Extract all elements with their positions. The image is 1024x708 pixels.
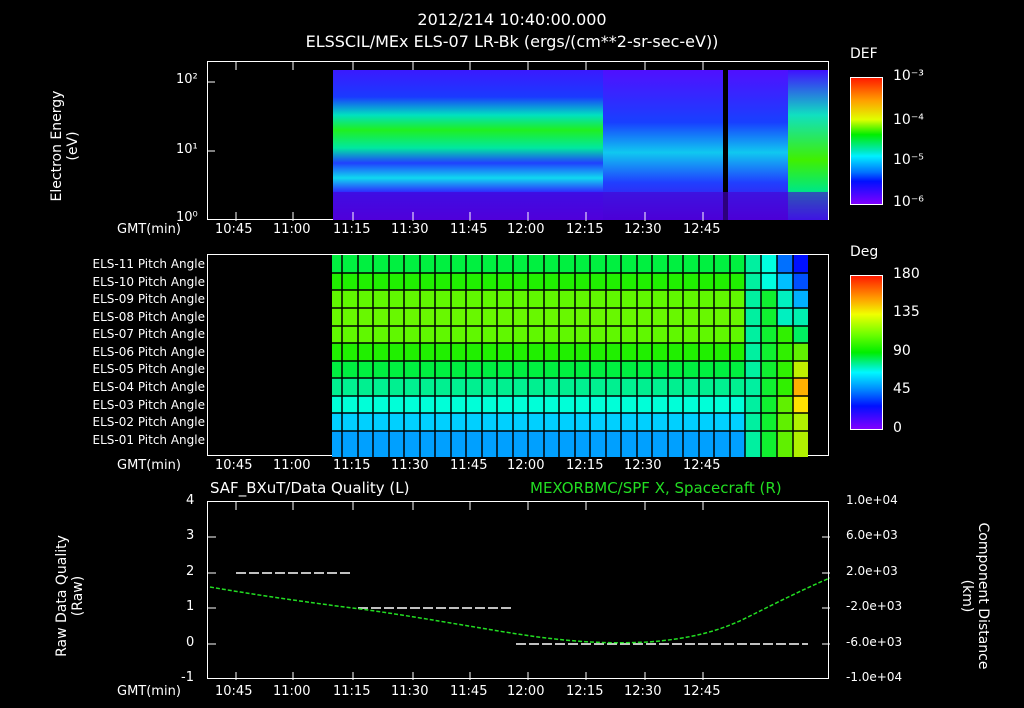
row-label: ELS-11 Pitch Angle bbox=[92, 257, 205, 271]
colorbar2-title: Deg bbox=[850, 244, 879, 260]
panel3-left-title: SAF_BXuT/Data Quality (L) bbox=[210, 479, 410, 497]
colorbar-def bbox=[850, 77, 883, 205]
panel1-xaxis-label: GMT(min) bbox=[117, 222, 181, 237]
right-ytick: 2.0e+03 bbox=[846, 564, 898, 578]
xtick: 11:00 bbox=[273, 684, 311, 699]
xtick: 12:00 bbox=[507, 458, 545, 473]
panel1-ylabel-line1: Electron Energy bbox=[49, 90, 65, 202]
right-ytick: -6.0e+03 bbox=[846, 635, 903, 649]
xtick: 12:15 bbox=[566, 222, 604, 237]
row-label: ELS-07 Pitch Angle bbox=[92, 327, 205, 341]
panel1-ylabel: Electron Energy (eV) bbox=[49, 61, 81, 231]
pitch-angle-panel[interactable] bbox=[207, 254, 829, 457]
xtick: 12:45 bbox=[683, 458, 721, 473]
panel3-left-ylabel-line1: Raw Data Quality bbox=[54, 535, 70, 657]
xtick: 11:45 bbox=[450, 684, 488, 699]
pitch-angle-grid bbox=[332, 255, 808, 457]
xtick: 12:15 bbox=[566, 458, 604, 473]
colorbar1-tick: 10⁻³ bbox=[893, 68, 924, 84]
colorbar2-tick: 180 bbox=[893, 266, 920, 282]
row-label: ELS-10 Pitch Angle bbox=[92, 275, 205, 289]
spf-x-series bbox=[209, 577, 830, 644]
colorbar2-tick: 135 bbox=[893, 304, 920, 320]
xtick: 10:45 bbox=[215, 458, 253, 473]
ytick-1e0: 10⁰ bbox=[176, 210, 198, 225]
colorbar2-tick: 0 bbox=[893, 420, 902, 436]
xtick: 11:30 bbox=[391, 222, 429, 237]
xtick: 11:00 bbox=[273, 222, 311, 237]
xtick: 10:45 bbox=[215, 684, 253, 699]
xtick: 12:30 bbox=[624, 684, 662, 699]
right-ytick: -1.0e+04 bbox=[846, 670, 903, 684]
colorbar2-tick: 45 bbox=[893, 381, 911, 397]
colorbar2-tick: 90 bbox=[893, 343, 911, 359]
plot-timestamp: 2012/214 10:40:00.000 bbox=[417, 10, 607, 29]
right-ytick: 1.0e+04 bbox=[846, 493, 898, 507]
panel3-right-ylabel: Component Distance (km) bbox=[959, 501, 991, 691]
right-ytick: -2.0e+03 bbox=[846, 599, 903, 613]
panel3-left-ylabel-line2: (Raw) bbox=[70, 575, 86, 617]
xtick: 11:15 bbox=[333, 222, 371, 237]
row-label: ELS-04 Pitch Angle bbox=[92, 380, 205, 394]
left-ytick: 4 bbox=[186, 493, 195, 508]
xtick: 11:15 bbox=[333, 684, 371, 699]
colorbar1-tick: 10⁻⁴ bbox=[893, 112, 924, 128]
panel3-right-ylabel-line1: Component Distance bbox=[975, 522, 991, 670]
spectrogram-plot bbox=[208, 62, 828, 221]
row-label: ELS-06 Pitch Angle bbox=[92, 345, 205, 359]
row-label: ELS-02 Pitch Angle bbox=[92, 415, 205, 429]
ytick-1e2: 10² bbox=[176, 72, 198, 87]
row-label: ELS-03 Pitch Angle bbox=[92, 398, 205, 412]
left-ytick: 2 bbox=[186, 564, 195, 579]
panel3-right-ylabel-line2: (km) bbox=[959, 579, 975, 613]
colorbar1-title: DEF bbox=[850, 46, 878, 62]
left-ytick: 0 bbox=[186, 635, 195, 650]
row-label: ELS-09 Pitch Angle bbox=[92, 292, 205, 306]
xtick: 11:30 bbox=[391, 684, 429, 699]
left-ytick: 1 bbox=[186, 599, 195, 614]
xtick: 11:30 bbox=[391, 458, 429, 473]
xtick: 12:30 bbox=[624, 222, 662, 237]
panel3-left-ylabel: Raw Data Quality (Raw) bbox=[54, 516, 86, 676]
xtick: 10:45 bbox=[215, 222, 253, 237]
spectrogram-panel[interactable] bbox=[207, 61, 829, 221]
panel3-xaxis-label: GMT(min) bbox=[117, 684, 181, 699]
xtick: 12:15 bbox=[566, 684, 604, 699]
quality-distance-plot bbox=[208, 502, 830, 680]
spectrogram-ticks bbox=[208, 62, 704, 221]
xtick: 12:45 bbox=[683, 222, 721, 237]
panel2-xaxis-label: GMT(min) bbox=[117, 458, 181, 473]
xtick: 11:45 bbox=[450, 458, 488, 473]
xtick: 12:45 bbox=[683, 684, 721, 699]
colorbar1-tick: 10⁻⁶ bbox=[893, 194, 924, 210]
xtick: 11:15 bbox=[333, 458, 371, 473]
left-ytick: 3 bbox=[186, 528, 195, 543]
left-ytick: -1 bbox=[181, 670, 194, 685]
ytick-1e1: 10¹ bbox=[176, 142, 198, 157]
row-label: ELS-01 Pitch Angle bbox=[92, 433, 205, 447]
xtick: 12:30 bbox=[624, 458, 662, 473]
data-quality-series bbox=[236, 572, 808, 645]
colorbar1-tick: 10⁻⁵ bbox=[893, 152, 924, 168]
colorbar-deg bbox=[850, 275, 883, 430]
xtick: 12:00 bbox=[507, 222, 545, 237]
plot-title: ELSSCIL/MEx ELS-07 LR-Bk (ergs/(cm**2-sr… bbox=[305, 32, 719, 51]
quality-distance-panel[interactable] bbox=[207, 501, 830, 680]
row-label: ELS-05 Pitch Angle bbox=[92, 362, 205, 376]
panel3-right-title: MEXORBMC/SPF X, Spacecraft (R) bbox=[530, 479, 782, 497]
right-ytick: 6.0e+03 bbox=[846, 528, 898, 542]
panel1-ylabel-line2: (eV) bbox=[65, 131, 81, 161]
xtick: 11:45 bbox=[450, 222, 488, 237]
xtick: 11:00 bbox=[273, 458, 311, 473]
row-label: ELS-08 Pitch Angle bbox=[92, 310, 205, 324]
xtick: 12:00 bbox=[507, 684, 545, 699]
